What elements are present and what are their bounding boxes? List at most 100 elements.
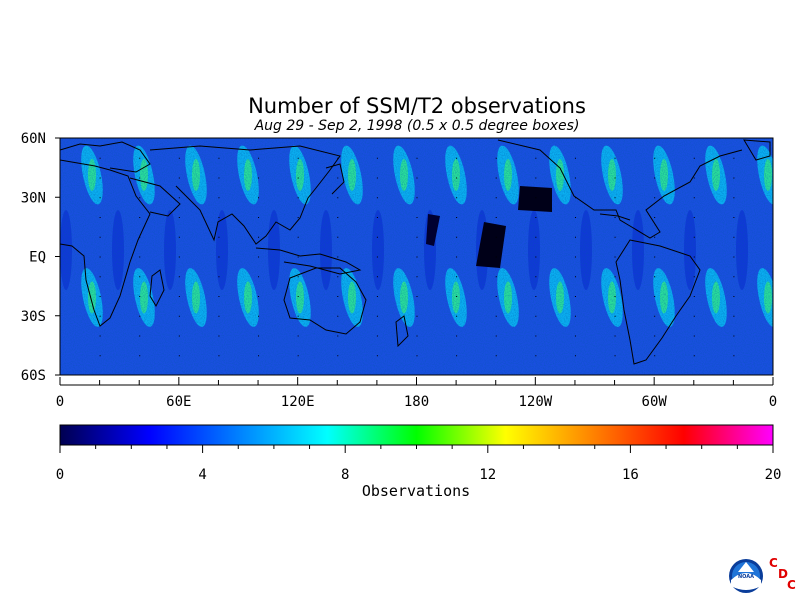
graticule-dot (258, 296, 260, 297)
x-tick-label: 120E (281, 394, 315, 410)
graticule-dot (99, 197, 101, 199)
colorbar-tick-label: 20 (765, 467, 782, 483)
graticule-dot (218, 296, 220, 297)
graticule-dot (178, 315, 180, 317)
graticule-dot (693, 197, 695, 199)
graticule-dot (178, 157, 180, 159)
y-tick-label: 30S (21, 309, 46, 325)
coastline-new-zealand (395, 315, 409, 348)
noaa-logo: NOAA (729, 559, 763, 593)
coastline-australia (283, 267, 367, 335)
graticule-dot (654, 276, 656, 278)
graticule-dot (495, 177, 497, 179)
graticule-dot (535, 315, 537, 317)
graticule-dot (654, 296, 656, 297)
graticule-dot (416, 296, 418, 297)
graticule-dot (376, 197, 378, 199)
coastline-indonesia (255, 247, 362, 275)
graticule-dot (614, 157, 616, 159)
graticule-dot (99, 157, 101, 159)
graticule-dot (376, 256, 378, 258)
graticule-dot (654, 315, 656, 317)
graticule-dot (376, 177, 378, 179)
graticule-dot (614, 236, 616, 238)
graticule-dot (99, 335, 101, 337)
graticule-dot (376, 296, 378, 297)
graticule-dot (693, 157, 695, 159)
graticule-dot (456, 217, 458, 218)
graticule-dot (337, 197, 339, 199)
graticule-dot (416, 315, 418, 317)
graticule-dot (376, 355, 378, 357)
graticule-dot (614, 177, 616, 179)
graticule-dot (416, 197, 418, 199)
graticule-dot (495, 256, 497, 258)
graticule-dot (654, 177, 656, 179)
graticule-dot (218, 256, 220, 258)
graticule-dot (139, 217, 141, 218)
graticule-dot (218, 157, 220, 159)
graticule-dot (139, 177, 141, 179)
cdc-logo: C D C (769, 556, 796, 592)
y-tick-label: EQ (29, 250, 46, 266)
graticule-dot (733, 217, 735, 218)
graticule-dot (416, 355, 418, 357)
graticule-dot (456, 177, 458, 179)
graticule-dot (178, 217, 180, 218)
noaa-logo-text: NOAA (738, 574, 754, 580)
graticule-dot (574, 236, 576, 238)
graticule-dot (139, 276, 141, 278)
chart-title: Number of SSM/T2 observations (248, 94, 586, 118)
graticule-dot (178, 355, 180, 357)
data-gap-region (476, 222, 506, 268)
graticule-dot (535, 157, 537, 159)
graticule-dot (693, 217, 695, 218)
graticule-dot (218, 177, 220, 179)
graticule-dot (733, 157, 735, 159)
data-gap-region (426, 214, 440, 246)
graticule-dot (99, 177, 101, 179)
graticule-dot (258, 335, 260, 337)
graticule-dot (218, 197, 220, 199)
graticule-dot (654, 157, 656, 159)
graticule-dot (614, 296, 616, 297)
graticule-dot (535, 296, 537, 297)
graticule-dot (654, 355, 656, 357)
graticule-dot (614, 256, 616, 258)
graticule-dot (693, 256, 695, 258)
coastline-japan (325, 163, 345, 195)
graticule-dot (139, 236, 141, 238)
graticule-dot (178, 197, 180, 199)
graticule-dot (495, 236, 497, 238)
graticule-dot (178, 335, 180, 337)
graticule-dot (337, 217, 339, 218)
graticule-dot (218, 276, 220, 278)
graticule-dot (178, 276, 180, 278)
graticule-dot (258, 177, 260, 179)
graticule-dot (733, 355, 735, 357)
graticule-dot (376, 276, 378, 278)
graticule-dot (139, 296, 141, 297)
colorbar-label: Observations (362, 482, 470, 500)
graticule-dot (99, 296, 101, 297)
graticule-dot (456, 315, 458, 317)
graticule-dot (535, 236, 537, 238)
graticule-dot (574, 335, 576, 337)
graticule-dot (376, 157, 378, 159)
observation-field (60, 138, 773, 375)
graticule-dot (337, 177, 339, 179)
graticule-dot (376, 217, 378, 218)
graticule-dot (495, 217, 497, 218)
graticule-dot (337, 355, 339, 357)
graticule-dot (456, 335, 458, 337)
graticule-dot (337, 296, 339, 297)
graticule-dot (376, 315, 378, 317)
graticule-dot (297, 157, 299, 159)
graticule-dot (337, 256, 339, 258)
graticule-dot (456, 236, 458, 238)
x-tick-label: 60E (166, 394, 191, 410)
colorbar (59, 424, 774, 446)
graticule-dot (456, 157, 458, 159)
graticule-dot (99, 256, 101, 258)
graticule-dot (693, 315, 695, 317)
